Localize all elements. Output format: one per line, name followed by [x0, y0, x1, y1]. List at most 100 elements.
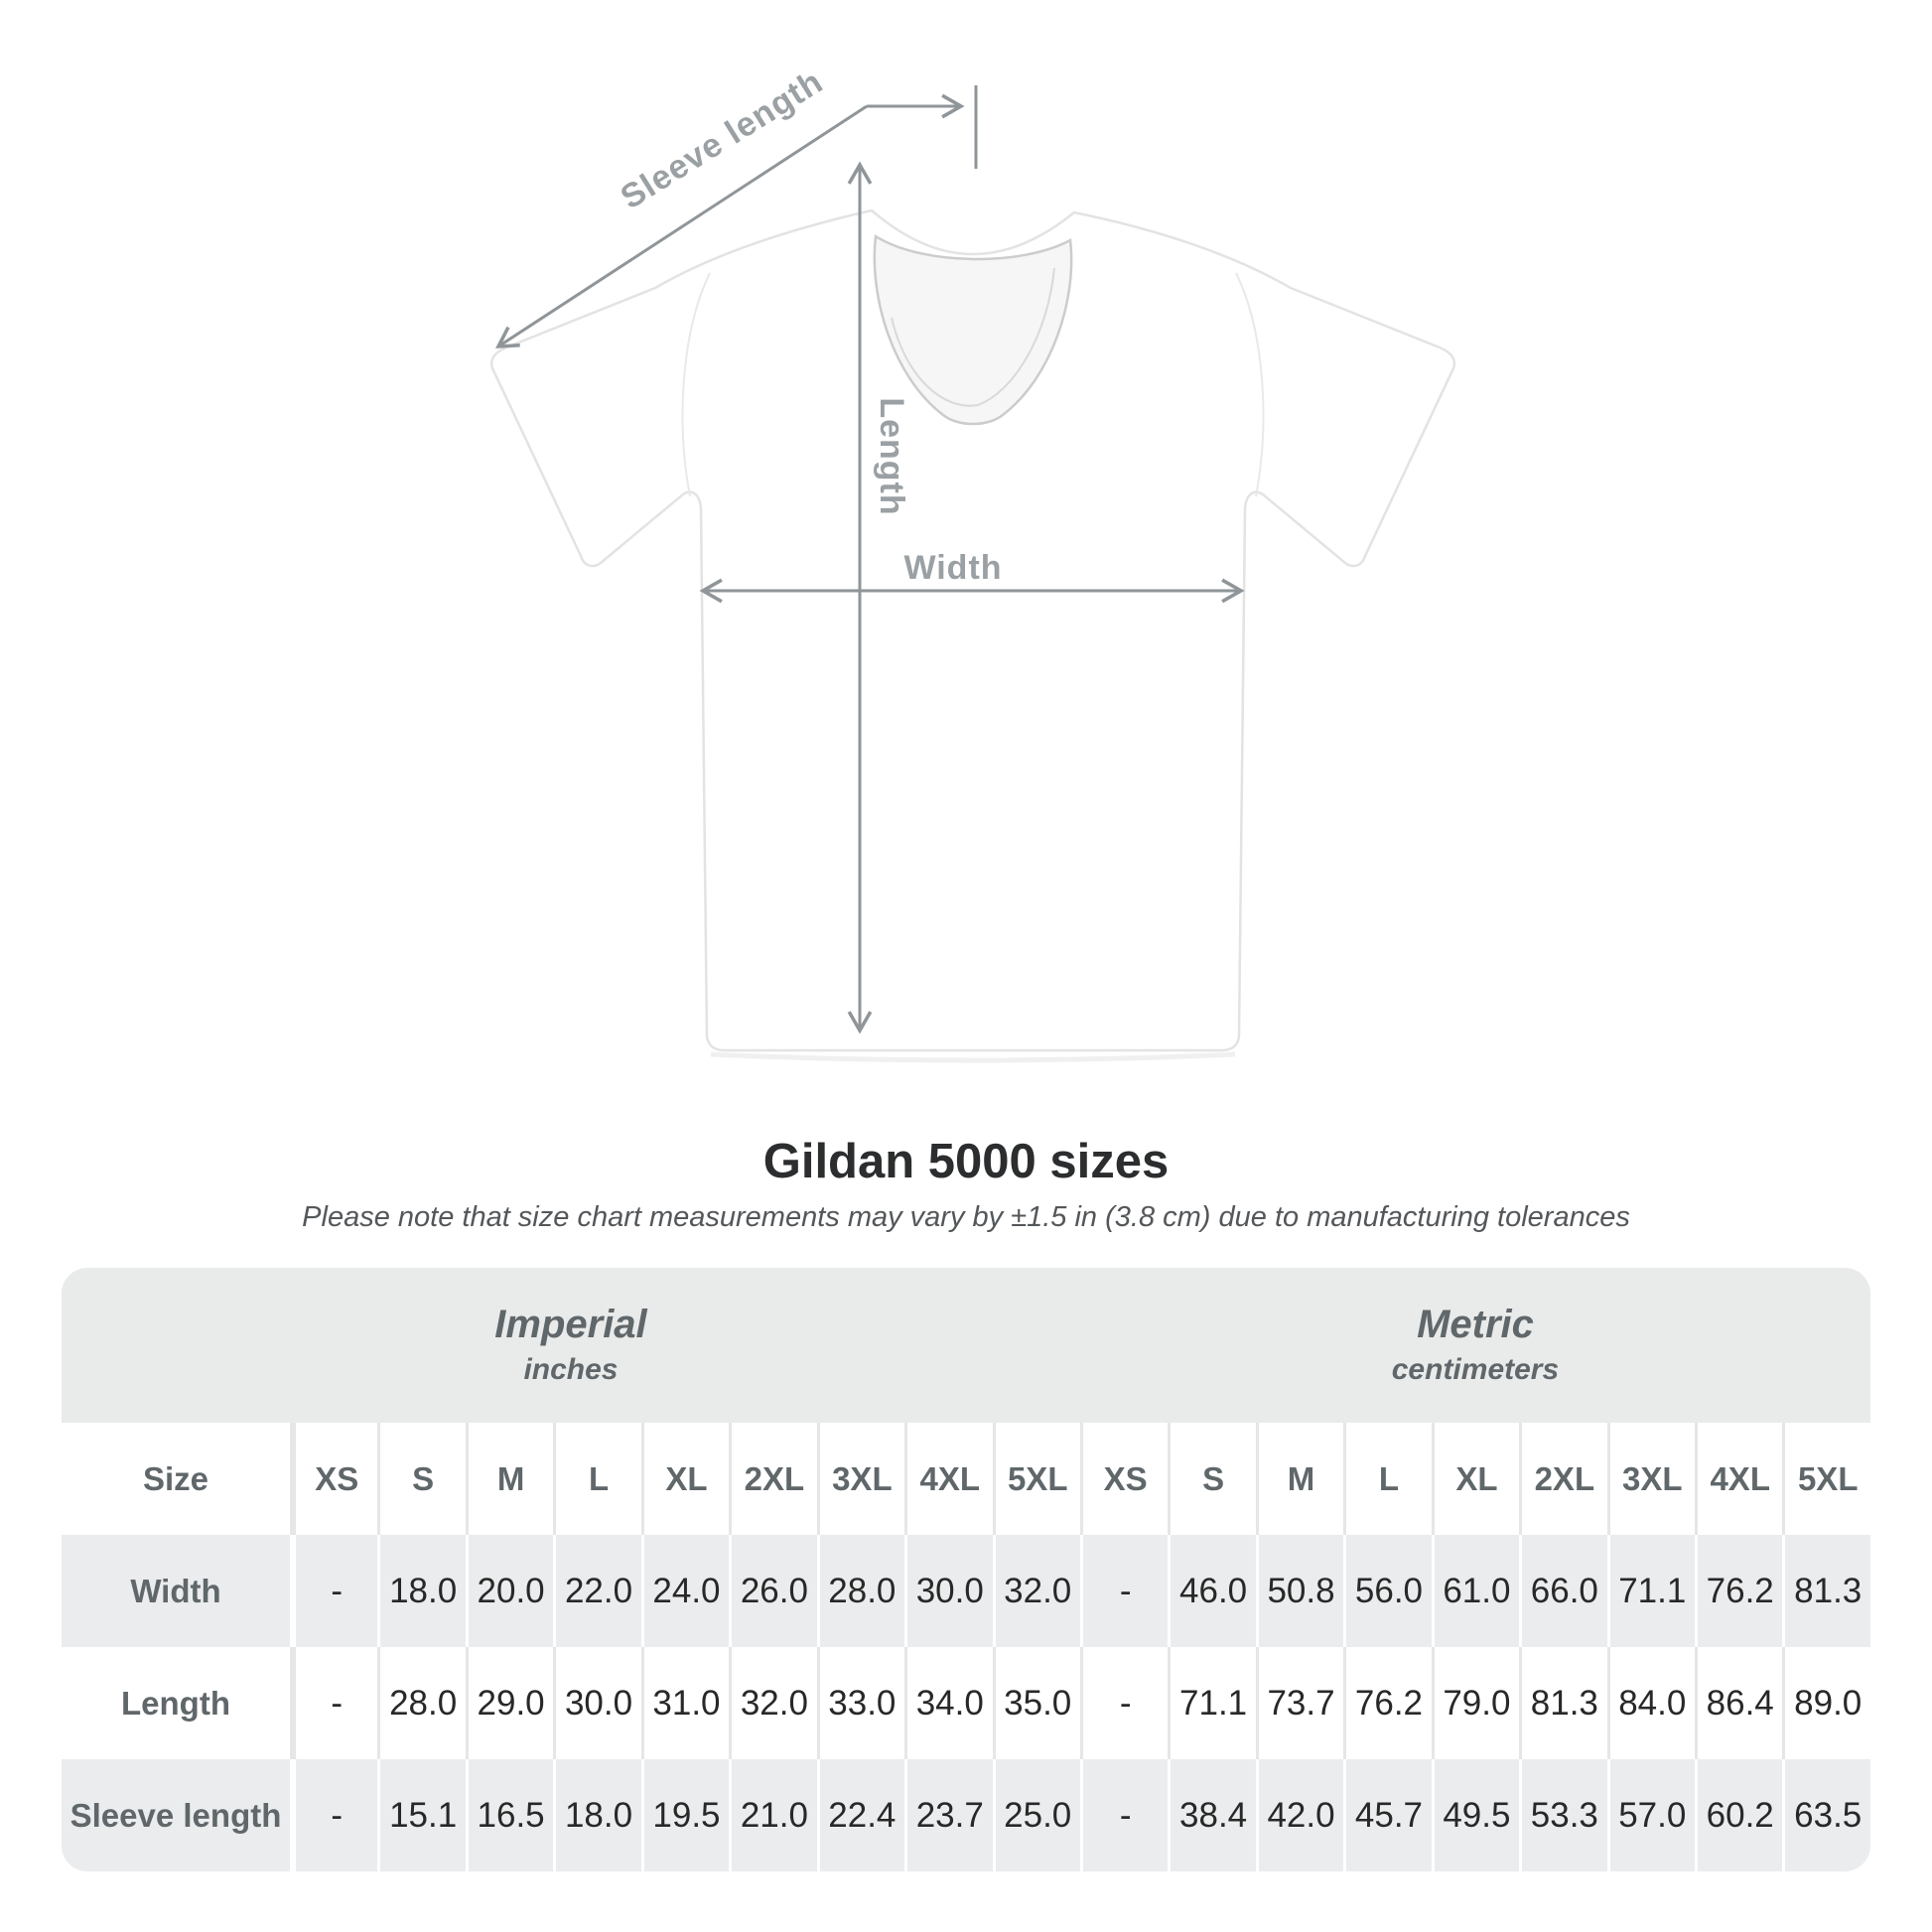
- value-cell-metric: 73.7: [1255, 1647, 1344, 1759]
- value-cell-imperial: 29.0: [465, 1647, 554, 1759]
- size-header-cell-metric: L: [1343, 1423, 1432, 1535]
- row-label: Length: [62, 1647, 290, 1759]
- size-header-cell-metric: 3XL: [1606, 1423, 1695, 1535]
- value-cell-metric: -: [1079, 1647, 1169, 1759]
- size-header-cell-metric: XL: [1431, 1423, 1520, 1535]
- size-header-cell-imperial: 4XL: [904, 1423, 993, 1535]
- value-cell-metric: 81.3: [1519, 1647, 1607, 1759]
- value-cell-imperial: 28.0: [816, 1535, 905, 1647]
- value-cell-imperial: 33.0: [816, 1647, 905, 1759]
- value-cell-metric: 56.0: [1343, 1535, 1432, 1647]
- size-column-header: Size: [62, 1423, 290, 1535]
- value-cell-imperial: 19.5: [640, 1759, 730, 1871]
- tshirt-body: [489, 208, 1456, 1052]
- collar-seam: [891, 267, 1055, 407]
- sleeve-length-label: Sleeve length: [615, 63, 830, 216]
- size-header-cell-imperial: 2XL: [729, 1423, 817, 1535]
- size-header-cell-metric: 5XL: [1782, 1423, 1870, 1535]
- size-header-cell-imperial: 5XL: [992, 1423, 1080, 1535]
- value-cell-metric: -: [1079, 1759, 1169, 1871]
- value-cell-imperial: 32.0: [992, 1535, 1080, 1647]
- measurement-row: Length -28.0 29.0 30.0 31.0 32.0 33.0 34.0 35.0-…: [62, 1647, 1870, 1759]
- value-cell-imperial: 18.0: [377, 1535, 466, 1647]
- value-cell-metric: 76.2: [1695, 1535, 1783, 1647]
- size-header-cell-imperial: S: [377, 1423, 466, 1535]
- page-subtitle: Please note that size chart measurements…: [302, 1201, 1630, 1233]
- value-cell-metric: 61.0: [1431, 1535, 1520, 1647]
- value-cell-imperial: 24.0: [640, 1535, 730, 1647]
- row-label: Sleeve length: [62, 1759, 290, 1871]
- value-cell-imperial: 32.0: [729, 1647, 817, 1759]
- value-cell-imperial: 21.0: [729, 1759, 817, 1871]
- value-cell-imperial: 16.5: [465, 1759, 554, 1871]
- value-cell-metric: 76.2: [1343, 1647, 1432, 1759]
- right-sleeve-seam: [1235, 272, 1265, 497]
- size-header-cell-imperial: 3XL: [816, 1423, 905, 1535]
- imperial-label: Imperial: [494, 1303, 647, 1346]
- value-cell-metric: 86.4: [1695, 1647, 1783, 1759]
- value-cell-imperial: 18.0: [553, 1759, 641, 1871]
- tshirt-collar: [873, 233, 1073, 426]
- width-label: Width: [903, 549, 1002, 587]
- unit-header-row: Imperial inches Metric centimeters: [62, 1268, 1870, 1423]
- value-cell-metric: 79.0: [1431, 1647, 1520, 1759]
- size-header-cell-imperial: XS: [290, 1423, 378, 1535]
- size-header-cell-metric: S: [1168, 1423, 1256, 1535]
- value-cell-metric: 71.1: [1168, 1647, 1256, 1759]
- value-cell-imperial: 22.0: [553, 1535, 641, 1647]
- measurement-row: Sleeve length -15.1 16.5 18.0 19.5 21.0 22.4 23…: [62, 1759, 1870, 1871]
- size-header-cell-metric: XS: [1079, 1423, 1169, 1535]
- value-cell-metric: 53.3: [1519, 1759, 1607, 1871]
- metric-unit-label: centimeters: [1391, 1353, 1560, 1386]
- value-cell-metric: 49.5: [1431, 1759, 1520, 1871]
- value-cell-metric: 46.0: [1168, 1535, 1256, 1647]
- row-label: Width: [62, 1535, 290, 1647]
- left-sleeve-seam: [681, 272, 711, 497]
- measurement-row: Width -18.0 20.0 22.0 24.0 26.0 28.0 30.0 32.0-4…: [62, 1535, 1870, 1647]
- value-cell-metric: 89.0: [1782, 1647, 1870, 1759]
- value-cell-imperial: -: [290, 1759, 378, 1871]
- value-cell-imperial: 30.0: [904, 1535, 993, 1647]
- unit-header-imperial: Imperial inches: [62, 1268, 1080, 1423]
- size-header-cell-imperial: M: [465, 1423, 554, 1535]
- size-chart-body: Size XS S M L XL 2XL 3XL 4XL 5XL XS S M L XL 2XL 3XL 4XL 5…: [62, 1423, 1870, 1871]
- value-cell-imperial: 28.0: [377, 1647, 466, 1759]
- value-cell-metric: 57.0: [1606, 1759, 1695, 1871]
- value-cell-metric: -: [1079, 1535, 1169, 1647]
- value-cell-metric: 81.3: [1782, 1535, 1870, 1647]
- hem-line: [710, 1051, 1236, 1063]
- shirt-measurement-diagram: Sleeve length Length Width: [489, 63, 1456, 1063]
- imperial-unit-label: inches: [523, 1353, 619, 1386]
- value-cell-imperial: 30.0: [553, 1647, 641, 1759]
- value-cell-imperial: 26.0: [729, 1535, 817, 1647]
- page-title: Gildan 5000 sizes: [762, 1135, 1170, 1188]
- size-chart-table: Imperial inches Metric centimeters Size X…: [62, 1268, 1870, 1871]
- value-cell-metric: 50.8: [1255, 1535, 1344, 1647]
- value-cell-imperial: 35.0: [992, 1647, 1080, 1759]
- value-cell-imperial: 34.0: [904, 1647, 993, 1759]
- value-cell-metric: 38.4: [1168, 1759, 1256, 1871]
- size-header-cell-imperial: XL: [640, 1423, 730, 1535]
- value-cell-metric: 60.2: [1695, 1759, 1783, 1871]
- size-header-cell-imperial: L: [553, 1423, 641, 1535]
- metric-label: Metric: [1417, 1303, 1534, 1346]
- size-header-cell-metric: 2XL: [1519, 1423, 1607, 1535]
- value-cell-imperial: 22.4: [816, 1759, 905, 1871]
- value-cell-imperial: -: [290, 1535, 378, 1647]
- value-cell-imperial: 31.0: [640, 1647, 730, 1759]
- tshirt-graphic: [489, 208, 1456, 1063]
- value-cell-metric: 42.0: [1255, 1759, 1344, 1871]
- size-header-row: Size XS S M L XL 2XL 3XL 4XL 5XL XS S M L XL 2XL 3XL 4XL 5…: [62, 1423, 1870, 1535]
- value-cell-metric: 63.5: [1782, 1759, 1870, 1871]
- length-label: Length: [873, 397, 910, 515]
- value-cell-imperial: 25.0: [992, 1759, 1080, 1871]
- size-header-cell-metric: M: [1255, 1423, 1344, 1535]
- value-cell-imperial: 20.0: [465, 1535, 554, 1647]
- value-cell-imperial: 23.7: [904, 1759, 993, 1871]
- value-cell-imperial: -: [290, 1647, 378, 1759]
- value-cell-imperial: 15.1: [377, 1759, 466, 1871]
- size-header-cell-metric: 4XL: [1695, 1423, 1783, 1535]
- value-cell-metric: 45.7: [1343, 1759, 1432, 1871]
- value-cell-metric: 66.0: [1519, 1535, 1607, 1647]
- unit-header-metric: Metric centimeters: [1079, 1268, 1870, 1423]
